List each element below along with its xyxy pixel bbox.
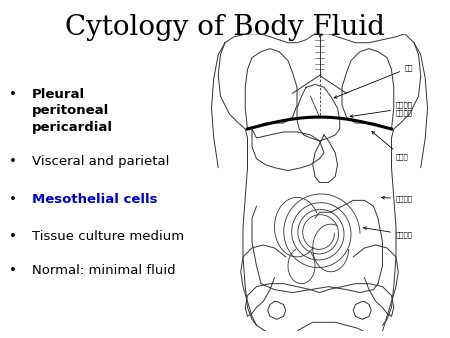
Text: Normal: minimal fluid: Normal: minimal fluid — [32, 264, 175, 276]
Text: 벽측복막: 벽측복막 — [382, 195, 413, 202]
Text: 횡리막: 횡리막 — [372, 131, 409, 160]
Text: •: • — [9, 155, 17, 168]
Text: Pleural
peritoneal
pericardial: Pleural peritoneal pericardial — [32, 88, 112, 134]
Text: 벽측흉막
장측흉막: 벽측흉막 장측흉막 — [350, 101, 413, 118]
Text: Visceral and parietal: Visceral and parietal — [32, 155, 169, 168]
Text: •: • — [9, 88, 17, 101]
Text: Cytology of Body Fluid: Cytology of Body Fluid — [65, 14, 385, 41]
Text: •: • — [9, 264, 17, 276]
Text: 장측복막: 장측복막 — [364, 227, 413, 238]
Text: Mesothelial cells: Mesothelial cells — [32, 193, 157, 206]
Text: •: • — [9, 230, 17, 243]
Text: •: • — [9, 193, 17, 206]
Text: Tissue culture medium: Tissue culture medium — [32, 230, 184, 243]
Text: 심막: 심막 — [334, 65, 414, 98]
